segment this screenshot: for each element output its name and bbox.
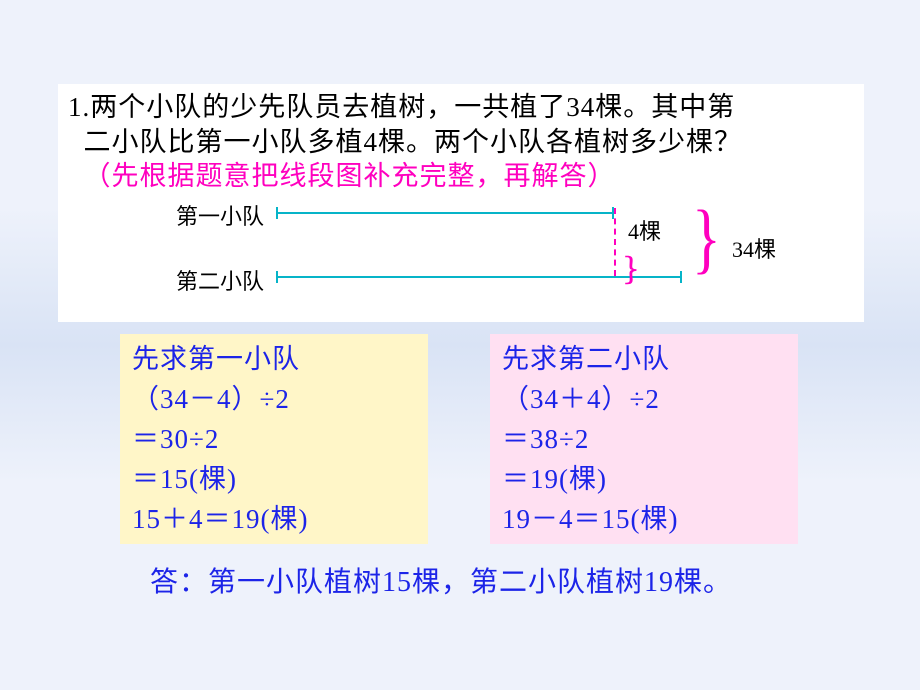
solution-left: 先求第一小队 （34－4）÷2 ＝30÷2 ＝15(棵) 15＋4＝19(棵) (120, 334, 428, 544)
sol-right-step2: ＝38÷2 (502, 420, 786, 460)
sol-left-step3: ＝15(棵) (132, 460, 416, 500)
problem-line2: 二小队比第一小队多植4棵。两个小队各植树多少棵？ (84, 127, 743, 157)
sol-left-step4: 15＋4＝19(棵) (132, 500, 416, 540)
problem-container: 1.两个小队的少先队员去植树，一共植了34棵。其中第 二小队比第一小队多植4棵。… (58, 84, 864, 322)
team1-bar (276, 212, 614, 214)
solution-right: 先求第二小队 （34＋4）÷2 ＝38÷2 ＝19(棵) 19－4＝15(棵) (490, 334, 798, 544)
sol-right-step4: 19－4＝15(棵) (502, 500, 786, 540)
problem-number: 1. (68, 92, 90, 122)
problem-hint: （先根据题意把线段图补充完整，再解答） (84, 161, 616, 191)
total-brace: } (692, 199, 721, 277)
sol-left-step2: ＝30÷2 (132, 420, 416, 460)
diff-label: 4棵 (628, 214, 661, 246)
total-label: 34棵 (732, 232, 776, 264)
sol-right-step3: ＝19(棵) (502, 460, 786, 500)
problem-text: 1.两个小队的少先队员去植树，一共植了34棵。其中第 二小队比第一小队多植4棵。… (68, 90, 854, 194)
sol-left-title: 先求第一小队 (132, 340, 416, 380)
bar-diagram: 第一小队 第二小队 4棵 ︷ } 34棵 (176, 194, 816, 314)
sol-left-step1: （34－4）÷2 (132, 380, 416, 420)
team1-label: 第一小队 (176, 199, 264, 231)
problem-line1: 两个小队的少先队员去植树，一共植了34棵。其中第 (90, 92, 735, 122)
sol-right-title: 先求第二小队 (502, 340, 786, 380)
diff-brace: ︷ (616, 255, 678, 285)
sol-right-step1: （34＋4）÷2 (502, 380, 786, 420)
final-answer: 答：第一小队植树15棵，第二小队植树19棵。 (150, 560, 732, 600)
team2-label: 第二小队 (176, 264, 264, 296)
